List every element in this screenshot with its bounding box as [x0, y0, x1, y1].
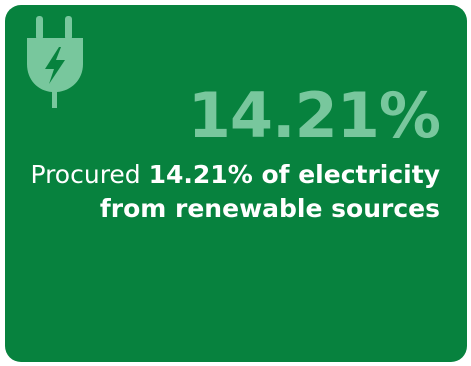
- stat-caption: Procured 14.21% of electricity from rene…: [10, 158, 440, 226]
- caption-lead: Procured: [30, 160, 149, 189]
- plug-lightning-icon: [24, 14, 86, 114]
- renewable-energy-card: 14.21% Procured 14.21% of electricity fr…: [5, 5, 467, 362]
- renewable-percentage-stat: 14.21%: [187, 79, 441, 152]
- caption-highlight: 14.21% of electricity from renewable sou…: [99, 160, 440, 223]
